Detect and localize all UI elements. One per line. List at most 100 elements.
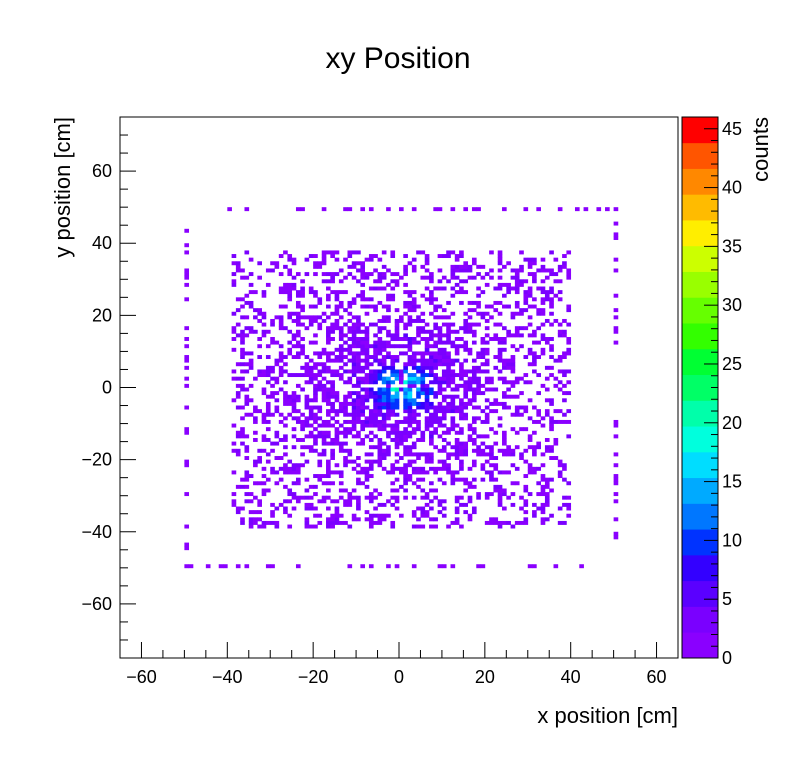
histogram-bin	[467, 275, 473, 280]
histogram-bin	[347, 452, 353, 457]
histogram-bin	[334, 250, 340, 255]
histogram-bin	[390, 387, 396, 392]
histogram-bin	[437, 383, 443, 388]
histogram-bin	[347, 358, 353, 363]
histogram-bin	[497, 355, 503, 359]
histogram-bin	[381, 275, 387, 280]
histogram-bin	[390, 470, 396, 475]
histogram-bin	[420, 506, 426, 511]
histogram-bin	[454, 495, 460, 500]
histogram-bin	[459, 452, 464, 457]
histogram-bin	[283, 510, 288, 515]
histogram-bin	[450, 250, 456, 255]
histogram-bin	[527, 445, 533, 450]
histogram-bin	[544, 290, 550, 295]
histogram-bin	[278, 477, 284, 482]
histogram-bin	[248, 358, 254, 363]
histogram-bin	[523, 257, 529, 262]
histogram-bin	[544, 499, 550, 504]
histogram-bin	[441, 394, 447, 399]
histogram-bin	[420, 337, 426, 341]
histogram-bin	[248, 300, 254, 305]
histogram-bin	[441, 506, 447, 511]
histogram-bin	[484, 311, 490, 316]
histogram-bin	[377, 358, 383, 363]
histogram-bin	[351, 405, 357, 410]
histogram-bin	[321, 474, 327, 479]
histogram-bin	[386, 333, 391, 338]
histogram-bin	[399, 419, 404, 424]
histogram-bin	[343, 441, 348, 446]
histogram-bin	[476, 365, 481, 370]
histogram-bin	[321, 419, 327, 424]
histogram-bin	[381, 405, 387, 410]
histogram-bin	[270, 365, 275, 370]
histogram-bin	[416, 427, 421, 432]
histogram-bin	[459, 300, 464, 305]
histogram-bin	[278, 322, 284, 327]
histogram-bin	[437, 351, 443, 356]
histogram-bin	[300, 315, 305, 320]
histogram-bin	[304, 380, 310, 385]
histogram-bin	[497, 502, 503, 507]
histogram-bin	[523, 293, 529, 298]
histogram-bin	[489, 470, 494, 475]
histogram-bin	[343, 308, 348, 313]
histogram-bin	[368, 412, 374, 417]
histogram-bin	[304, 398, 310, 403]
histogram-bin	[347, 401, 353, 406]
histogram-bin	[540, 300, 546, 305]
histogram-bin	[480, 362, 486, 367]
histogram-bin	[291, 495, 297, 500]
histogram-bin	[527, 492, 533, 497]
histogram-bin	[416, 412, 421, 417]
histogram-bin	[441, 322, 447, 327]
histogram-bin	[446, 329, 451, 334]
histogram-bin	[265, 369, 271, 374]
histogram-bin	[480, 448, 486, 453]
histogram-bin	[484, 387, 490, 392]
histogram-bin	[274, 470, 280, 475]
histogram-bin	[291, 434, 297, 439]
histogram-bin	[467, 376, 473, 381]
histogram-bin	[351, 250, 357, 255]
histogram-bin	[287, 290, 293, 295]
histogram-bin	[274, 398, 280, 403]
histogram-bin	[566, 272, 572, 277]
histogram-bin	[450, 474, 456, 479]
histogram-bin	[300, 373, 305, 378]
histogram-bin	[403, 268, 408, 273]
histogram-bin	[381, 355, 387, 359]
histogram-bin	[446, 355, 451, 359]
histogram-bin	[347, 419, 353, 424]
histogram-bin	[244, 499, 250, 504]
histogram-bin	[407, 419, 413, 424]
z-tick-label: 25	[722, 354, 742, 374]
histogram-bin	[390, 481, 396, 486]
histogram-bin	[338, 358, 344, 363]
histogram-bin	[454, 506, 460, 511]
histogram-bin	[557, 463, 563, 468]
histogram-bin	[506, 286, 511, 291]
histogram-bin	[386, 470, 391, 475]
histogram-bin	[231, 337, 237, 341]
histogram-bin	[493, 463, 499, 468]
histogram-bin	[347, 347, 353, 352]
histogram-bin	[407, 391, 413, 396]
histogram-bin	[377, 452, 383, 457]
histogram-bin	[502, 470, 507, 475]
histogram-bin	[364, 257, 370, 262]
histogram-bin	[253, 376, 258, 381]
histogram-bin	[493, 517, 499, 522]
histogram-bin	[527, 351, 533, 356]
histogram-bin	[510, 524, 516, 529]
histogram-bin	[536, 419, 541, 424]
histogram-bin	[566, 308, 572, 313]
histogram-bin	[368, 459, 374, 464]
histogram-bin	[313, 333, 318, 338]
histogram-bin	[454, 499, 460, 504]
histogram-bin	[467, 383, 473, 388]
histogram-bin	[381, 423, 387, 428]
histogram-bin	[351, 517, 357, 522]
histogram-bin	[368, 495, 374, 500]
